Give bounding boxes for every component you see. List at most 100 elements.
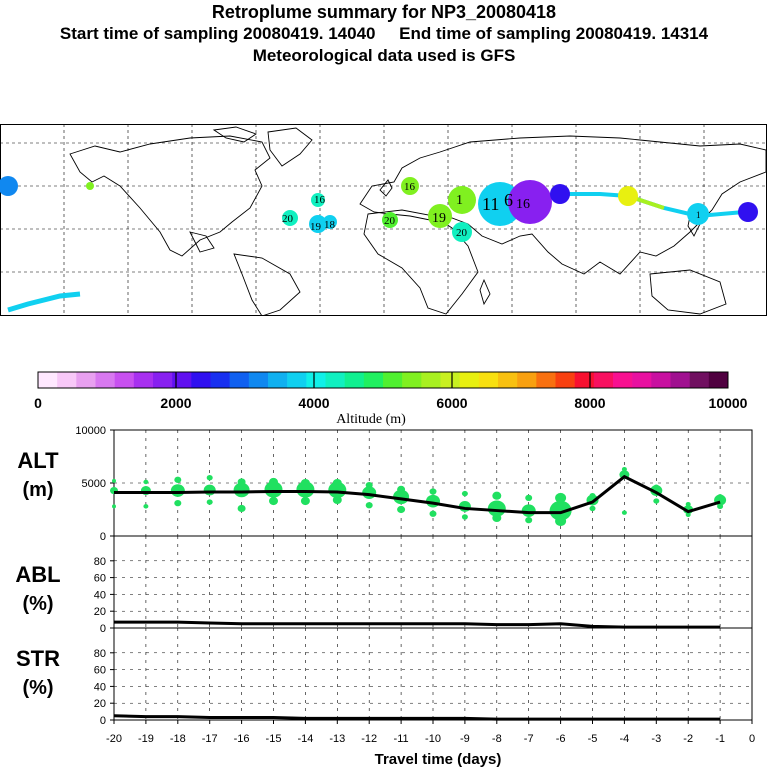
panel-frame [113, 627, 753, 721]
map-label: 20 [282, 213, 294, 225]
altitude-extent-point [174, 476, 182, 483]
colorbar-frame [37, 371, 729, 389]
colorbar-cell [651, 372, 671, 388]
y-tick-label: 60 [94, 665, 106, 677]
y-tick-label: 5000 [82, 478, 106, 490]
abl-panel: 0 20 40 60 80 ABL (%) [15, 535, 753, 635]
y-tick-label: 40 [94, 589, 106, 601]
map-label: 11 [482, 194, 499, 214]
retroplume-map: 16 20 19 18 20 16 19 1 11 6 16 1 20 [0, 124, 768, 316]
colorbar-cell [268, 372, 288, 388]
plume-circle [86, 182, 94, 190]
altitude-point [264, 481, 283, 498]
x-tick-label: -5 [588, 733, 598, 745]
colorbar-cell [153, 372, 173, 388]
str-panel: 0 20 40 60 80 STR (%) [16, 627, 753, 727]
colorbar-cell [57, 372, 77, 388]
colorbar-cell [325, 372, 345, 388]
plume-circle [309, 215, 327, 233]
x-tick-label: -4 [620, 733, 630, 745]
altitude-extent-point [269, 496, 278, 506]
altitude-point [487, 500, 506, 517]
plume-circle [508, 180, 552, 224]
colorbar-cell [478, 372, 499, 388]
map-label: 18 [324, 219, 336, 231]
altitude-extent-point [365, 502, 373, 509]
altitude-extent-point [206, 475, 213, 481]
colorbar-ticks: 0 2000 4000 6000 8000 10000 [34, 372, 748, 411]
map-label: 6 [504, 190, 513, 210]
x-tick-label: -20 [106, 733, 122, 745]
colorbar-cell [248, 372, 269, 388]
trajectory-segment-west [7, 291, 81, 313]
altitude-point [233, 482, 250, 498]
panel-unit: (m) [22, 479, 53, 501]
x-tick-label: -9 [460, 733, 470, 745]
altitude-extent-point [332, 495, 342, 505]
map-day-labels: 16 20 19 18 20 16 19 1 11 6 16 1 20 [282, 181, 701, 239]
altitude-extent-point [300, 496, 310, 506]
map-label: 1 [456, 193, 463, 208]
x-tick-label: -11 [394, 733, 409, 745]
y-tick-label: 40 [94, 681, 106, 693]
colorbar-cell [306, 372, 326, 388]
map-label: 19 [310, 221, 322, 233]
altitude-extent-point [492, 491, 502, 500]
colorbar-cell [421, 372, 441, 388]
plume-circle [323, 215, 337, 229]
panel-label: STR [16, 646, 60, 671]
x-tick-label: -12 [361, 733, 377, 745]
altitude-extent-point [143, 504, 149, 509]
sampling-times: Start time of sampling 20080419. 14040 E… [59, 24, 709, 43]
x-tick-label: -19 [138, 733, 154, 745]
altitude-extent-point [525, 516, 533, 524]
colorbar-tick-label: 8000 [574, 395, 605, 411]
colorbar-cells [38, 372, 729, 388]
colorbar-tick-label: 0 [34, 395, 42, 411]
map-label: 16 [314, 194, 326, 206]
colorbar-cell [363, 372, 384, 388]
x-tick-label: -14 [297, 733, 313, 745]
y-tick-label: 0 [100, 715, 106, 727]
map-label: 16 [516, 197, 530, 212]
colorbar-cell [383, 372, 403, 388]
panel-label: ALT [17, 448, 59, 473]
colorbar-cell [689, 372, 710, 388]
y-tick-label: 80 [94, 648, 106, 660]
colorbar-cell [536, 372, 556, 388]
colorbar-cell [555, 372, 575, 388]
colorbar-cell [440, 372, 460, 388]
colorbar-tick-label: 10000 [709, 395, 748, 411]
fraction-line [113, 714, 721, 721]
colorbar-cell [670, 372, 690, 388]
colorbar-cell [613, 372, 633, 388]
map-label: 1 [696, 210, 701, 220]
plume-circle [311, 193, 325, 207]
colorbar-cell [114, 372, 135, 388]
colorbar-cell [593, 372, 614, 388]
x-tick-label: -15 [266, 733, 282, 745]
altitude-extent-point [461, 490, 468, 497]
map-label: 20 [384, 215, 396, 227]
x-tick-label: -10 [425, 733, 441, 745]
plume-circle [401, 177, 419, 195]
x-tick-label: -18 [170, 733, 186, 745]
plume-circle [428, 204, 452, 228]
plume-circle [550, 184, 570, 204]
altitude-point [362, 486, 377, 499]
map-label: 20 [456, 227, 468, 239]
colorbar-cell [632, 372, 652, 388]
plume-circle [282, 210, 298, 226]
altitude-point [328, 481, 347, 499]
colorbar-tick-label: 2000 [160, 395, 191, 411]
altitude-point [203, 484, 216, 496]
y-tick-label: 80 [94, 556, 106, 568]
altitude-point [296, 481, 315, 498]
plume-circle [738, 202, 758, 222]
altitude-extent-point [237, 504, 246, 513]
altitude-point [549, 500, 572, 521]
colorbar-cell [95, 372, 115, 388]
panel-frame [113, 535, 753, 629]
plume-circles [0, 176, 758, 242]
x-axis: -20 -19 -18 -17 -16 -15 -14 -13 -12 -11 -10 -9 -8 -7-… [106, 720, 755, 745]
